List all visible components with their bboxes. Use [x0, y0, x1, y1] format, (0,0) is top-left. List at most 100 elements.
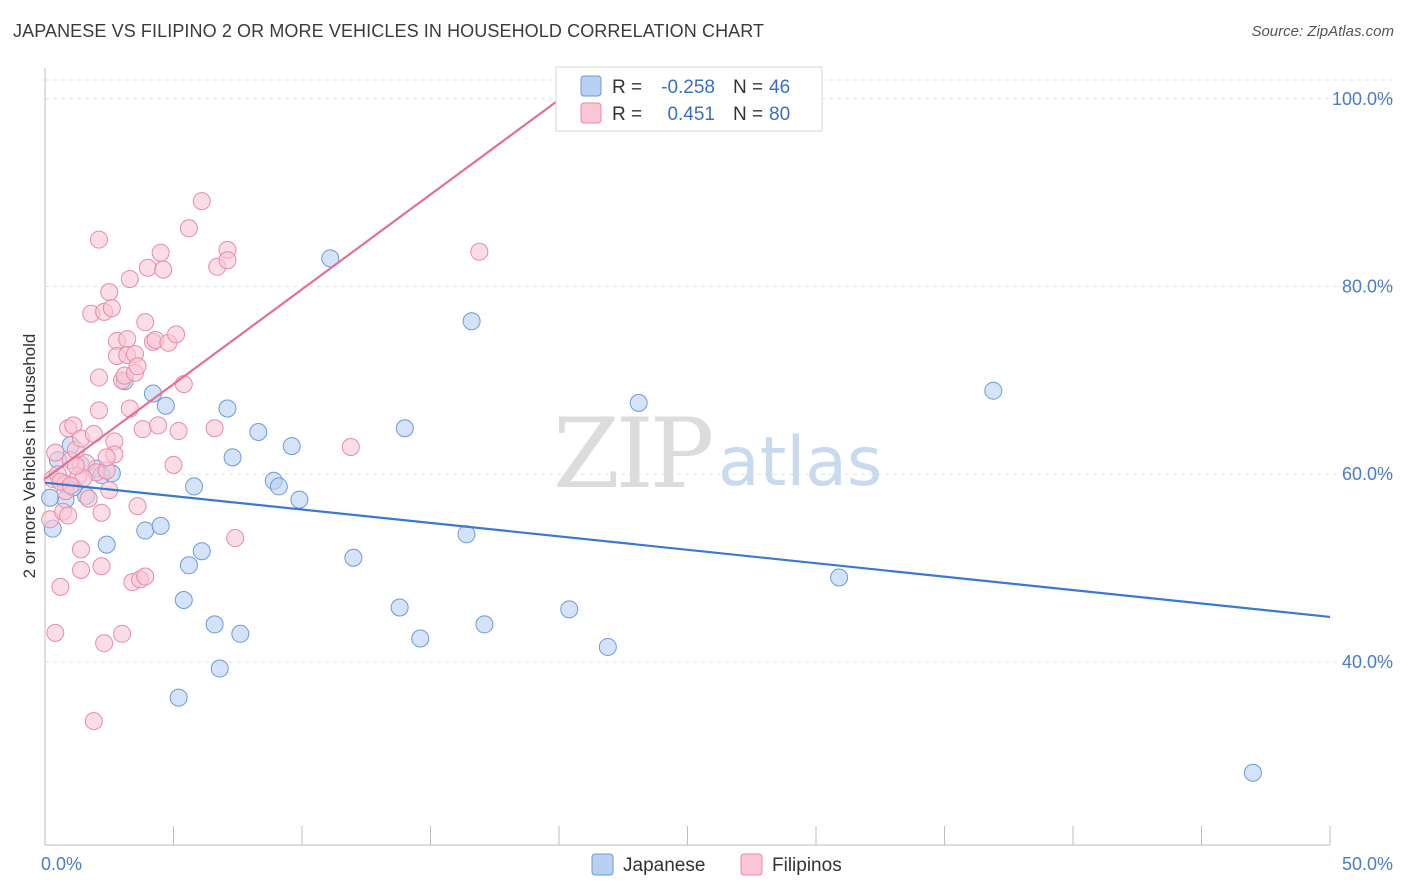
point-filipinos[interactable]: [51, 577, 70, 596]
point-filipinos[interactable]: [46, 623, 65, 642]
point-japanese[interactable]: [462, 312, 481, 331]
gridlines: [45, 79, 1395, 663]
y-axis-label: 2 or more Vehicles in Household: [20, 334, 39, 579]
point-japanese[interactable]: [598, 637, 617, 656]
point-filipinos[interactable]: [92, 557, 111, 576]
point-filipinos[interactable]: [133, 420, 152, 439]
stats-r-label-filipinos: R =: [612, 104, 642, 125]
point-japanese[interactable]: [185, 477, 204, 496]
point-filipinos[interactable]: [89, 368, 108, 387]
y-tick-label: 40.0%: [1342, 652, 1393, 672]
series-japanese: [41, 249, 1262, 782]
point-filipinos[interactable]: [174, 375, 193, 394]
point-filipinos[interactable]: [192, 192, 211, 211]
point-filipinos[interactable]: [100, 283, 119, 302]
legend-swatch-japanese[interactable]: [591, 853, 614, 876]
point-filipinos[interactable]: [89, 401, 108, 420]
point-japanese[interactable]: [411, 629, 430, 648]
point-japanese[interactable]: [192, 542, 211, 561]
stats-r-value-filipinos: 0.451: [667, 104, 715, 125]
stats-r-value-japanese: -0.258: [661, 77, 715, 98]
stats-n-value-japanese: 46: [769, 77, 790, 98]
legend-label-filipinos[interactable]: Filipinos: [772, 855, 842, 876]
point-japanese[interactable]: [830, 568, 849, 587]
axes: [44, 68, 1331, 846]
point-japanese[interactable]: [984, 381, 1003, 400]
point-japanese[interactable]: [290, 490, 309, 509]
point-filipinos[interactable]: [118, 330, 137, 349]
point-japanese[interactable]: [475, 615, 494, 634]
point-filipinos[interactable]: [169, 422, 188, 441]
point-japanese[interactable]: [560, 600, 579, 619]
point-japanese[interactable]: [205, 615, 224, 634]
point-japanese[interactable]: [210, 659, 229, 678]
point-filipinos[interactable]: [89, 230, 108, 249]
point-filipinos[interactable]: [138, 258, 157, 277]
point-filipinos[interactable]: [341, 438, 360, 457]
point-filipinos[interactable]: [79, 489, 98, 508]
x-tick-min: 0.0%: [41, 854, 82, 874]
point-japanese[interactable]: [231, 624, 250, 643]
source-label: Source: ZipAtlas.com: [1251, 23, 1394, 40]
point-japanese[interactable]: [41, 488, 60, 507]
point-filipinos[interactable]: [151, 243, 170, 262]
point-japanese[interactable]: [179, 556, 198, 575]
point-japanese[interactable]: [249, 422, 268, 441]
point-japanese[interactable]: [97, 535, 116, 554]
stats-r-label-japanese: R =: [612, 77, 642, 98]
x-tick-max: 50.0%: [1342, 854, 1393, 874]
point-filipinos[interactable]: [84, 712, 103, 731]
point-japanese[interactable]: [151, 516, 170, 535]
point-filipinos[interactable]: [97, 448, 116, 467]
point-filipinos[interactable]: [179, 219, 198, 238]
y-tick-label: 60.0%: [1342, 464, 1393, 484]
point-filipinos[interactable]: [470, 242, 489, 261]
point-filipinos[interactable]: [71, 540, 90, 559]
point-filipinos[interactable]: [120, 269, 139, 288]
point-japanese[interactable]: [282, 437, 301, 456]
watermark-atlas: atlas: [718, 423, 882, 502]
point-japanese[interactable]: [321, 249, 340, 268]
point-filipinos[interactable]: [95, 634, 114, 653]
point-filipinos[interactable]: [136, 567, 155, 586]
point-filipinos[interactable]: [128, 357, 147, 376]
point-japanese[interactable]: [395, 419, 414, 438]
legend-label-japanese[interactable]: Japanese: [623, 855, 705, 876]
point-japanese[interactable]: [269, 477, 288, 496]
stats-legend-swatch-filipinos: [580, 102, 602, 124]
point-filipinos[interactable]: [154, 260, 173, 279]
point-filipinos[interactable]: [71, 560, 90, 579]
point-japanese[interactable]: [218, 399, 237, 418]
series-filipinos: [41, 192, 489, 731]
point-filipinos[interactable]: [205, 419, 224, 438]
point-japanese[interactable]: [136, 521, 155, 540]
point-japanese[interactable]: [390, 598, 409, 617]
point-filipinos[interactable]: [167, 325, 186, 344]
point-filipinos[interactable]: [226, 529, 245, 548]
point-filipinos[interactable]: [102, 299, 121, 318]
stats-n-label-filipinos: N =: [733, 104, 763, 125]
point-japanese[interactable]: [1243, 763, 1262, 782]
point-filipinos[interactable]: [136, 313, 155, 332]
point-japanese[interactable]: [169, 688, 188, 707]
point-filipinos[interactable]: [149, 416, 168, 435]
point-japanese[interactable]: [629, 393, 648, 412]
point-japanese[interactable]: [156, 396, 175, 415]
point-filipinos[interactable]: [59, 506, 78, 525]
point-filipinos[interactable]: [164, 455, 183, 474]
point-filipinos[interactable]: [128, 497, 147, 516]
scatter-points: [41, 192, 1262, 782]
y-tick-label: 100.0%: [1332, 89, 1393, 109]
point-filipinos[interactable]: [46, 443, 65, 462]
point-japanese[interactable]: [223, 448, 242, 467]
point-japanese[interactable]: [344, 548, 363, 567]
point-filipinos[interactable]: [113, 624, 132, 643]
point-filipinos[interactable]: [218, 251, 237, 270]
legend-swatch-filipinos[interactable]: [740, 853, 763, 876]
point-filipinos[interactable]: [92, 503, 111, 522]
point-filipinos[interactable]: [120, 399, 139, 418]
stats-n-label-japanese: N =: [733, 77, 763, 98]
watermark-zip: ZIP: [553, 398, 712, 510]
point-japanese[interactable]: [174, 591, 193, 610]
